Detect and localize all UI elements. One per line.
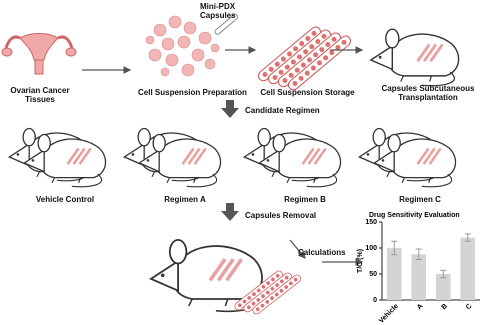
bar	[386, 248, 402, 300]
error-bar	[391, 240, 398, 256]
label: Ovarian Cancer Tissues	[10, 86, 70, 104]
chart-title: Drug Sensitivity Evaluation	[369, 212, 460, 219]
bar	[435, 274, 451, 300]
label: Regimen B	[284, 195, 326, 204]
x-tick-label: Vehicle	[378, 303, 400, 325]
capsule-tubes	[255, 24, 354, 93]
bar	[411, 254, 427, 300]
x-tick-label: B	[440, 303, 449, 312]
label: Calculations	[298, 248, 346, 257]
label: Cell Suspension Storage	[260, 88, 355, 97]
label: Regimen A	[164, 195, 206, 204]
y-tick-label: 50	[369, 271, 377, 278]
error-bar	[440, 269, 447, 279]
bar	[460, 237, 476, 300]
label: Regimen C	[399, 195, 441, 204]
label: Mini-PDX Capsules	[200, 2, 236, 20]
y-tick-label: 0	[373, 297, 377, 304]
arrows	[82, 46, 364, 259]
y-tick-label: 100	[365, 245, 377, 252]
capsule-icon	[214, 13, 239, 35]
inset-chart: Drug Sensitivity Evaluation T/C (%) 0 50 100…	[357, 212, 480, 325]
x-tick-label: C	[465, 303, 474, 312]
label: Cell Suspension Preparation	[138, 88, 247, 97]
cell-cluster	[145, 15, 220, 77]
y-tick-label: 150	[365, 219, 377, 226]
label: Capsules Subcutaneous Transplantation	[381, 84, 475, 102]
uterus	[1, 33, 77, 75]
down-arrows	[221, 100, 239, 221]
x-tick-label: A	[416, 303, 425, 312]
label: Vehicle Control	[35, 195, 95, 204]
label: Candidate Regimen	[245, 106, 320, 115]
mouse	[370, 28, 460, 87]
y-axis-label: T/C (%)	[357, 249, 364, 273]
label: Capsules Removal	[245, 211, 317, 220]
error-bar	[464, 233, 471, 242]
mouse-groups	[8, 127, 457, 188]
error-bar	[415, 248, 422, 260]
